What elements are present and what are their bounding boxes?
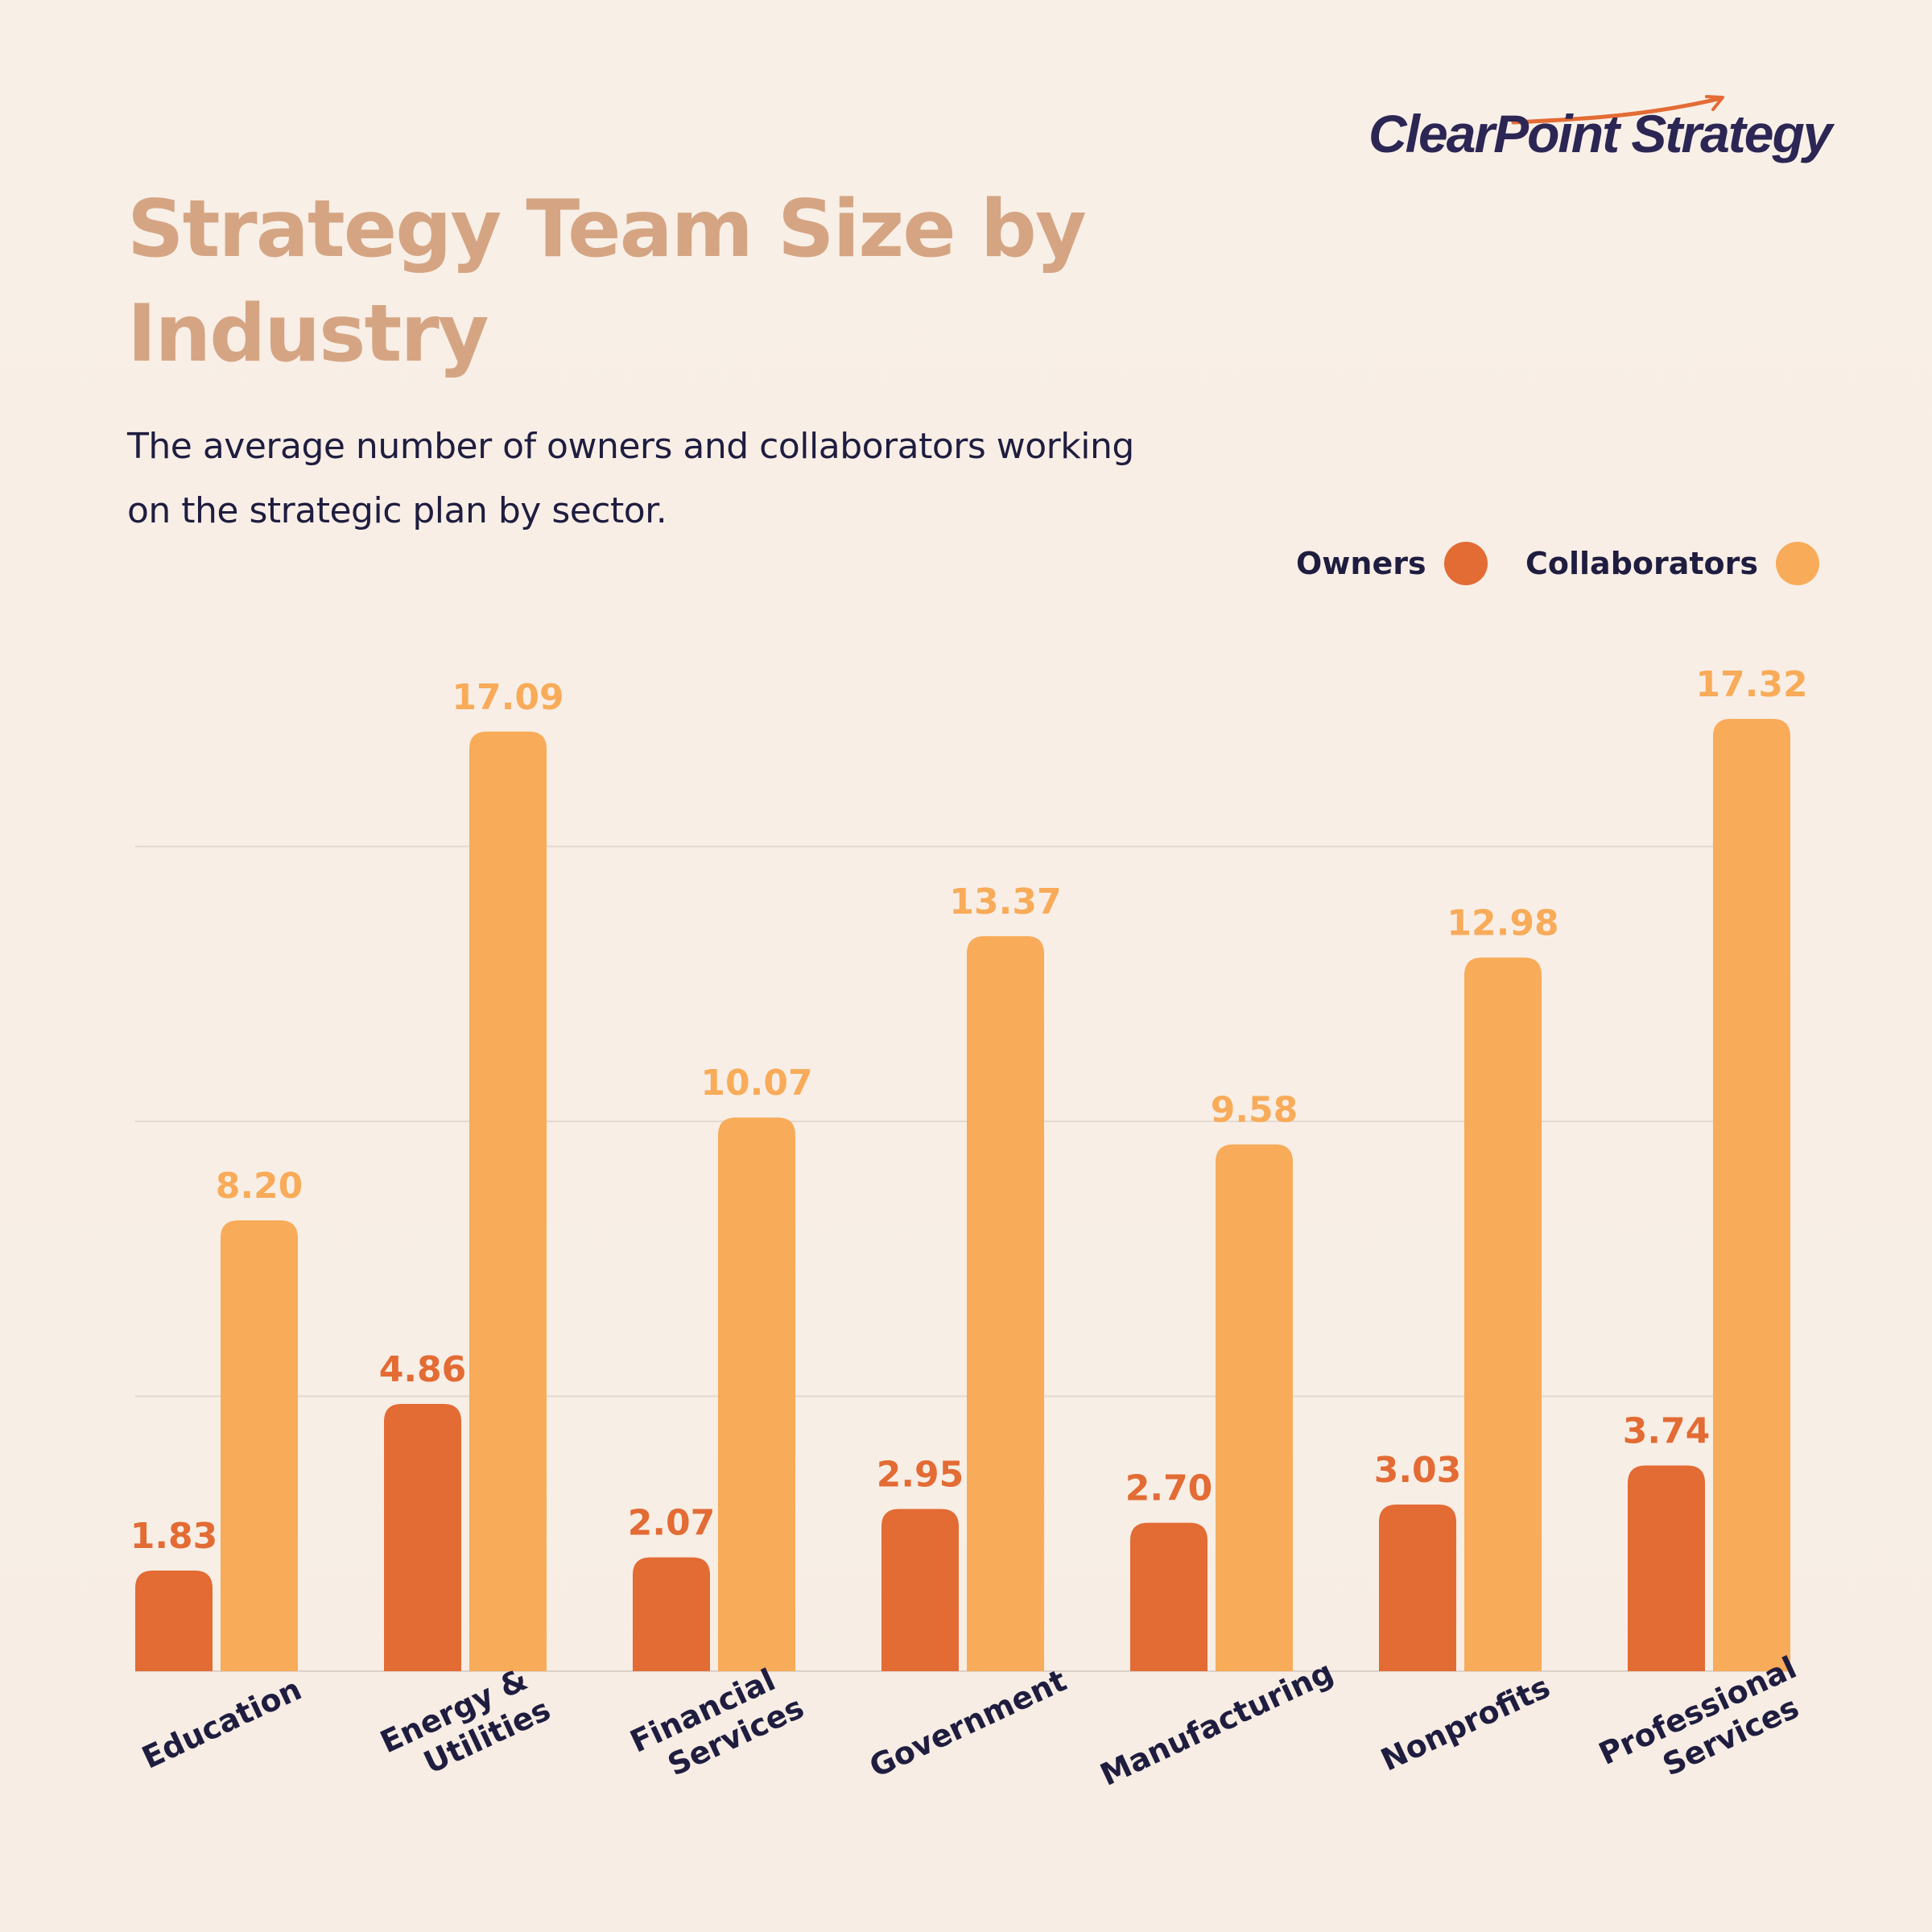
value-label-collaborators-1: 17.09 [452,677,564,718]
bar-owners-5 [1379,1505,1456,1671]
category-label-1: Energy &Utilities [375,1662,556,1781]
value-label-collaborators-0: 8.20 [216,1166,303,1207]
value-label-owners-5: 3.03 [1374,1450,1462,1491]
bar-collaborators-3 [967,935,1044,1671]
bar-collaborators-2 [718,1117,795,1671]
value-labels: 1.83 8.20 4.86 17.09 2.07 10.07 2.95 13.37 2.70 9… [130,664,1808,1557]
page-subtitle: The average number of owners and collabo… [127,426,1134,531]
legend-item-owners: Owners [1296,539,1488,588]
bar-collaborators-6 [1713,719,1790,1672]
category-label-line: Education [137,1671,307,1776]
bar-collaborators-5 [1464,957,1542,1671]
value-label-owners-4: 2.70 [1125,1468,1213,1509]
bar-owners-3 [881,1509,959,1671]
value-label-collaborators-4: 9.58 [1211,1090,1298,1131]
bar-collaborators-0 [221,1220,298,1671]
bar-owners-0 [135,1571,213,1671]
legend-swatch-owners-icon [1443,542,1488,585]
page-title: Strategy Team Size by Industry [127,184,1087,380]
value-label-owners-0: 1.83 [130,1516,218,1557]
category-labels: Education Energy &Utilities FinancialServi… [137,1649,1804,1793]
legend-label-owners: Owners [1296,546,1426,581]
category-label-line: Government [864,1662,1071,1785]
bar-collaborators-4 [1216,1144,1293,1671]
value-label-owners-2: 2.07 [628,1503,716,1544]
category-label-line: Manufacturing [1095,1654,1339,1793]
value-label-collaborators-3: 13.37 [949,881,1061,923]
legend-item-collaborators: Collaborators [1525,539,1820,588]
brand-name: ClearPoint Strategy [1368,104,1832,163]
value-label-owners-6: 3.74 [1623,1411,1711,1452]
brand-logo: ClearPoint Strategy [1368,95,1832,184]
category-label-line: Nonprofits [1376,1669,1555,1777]
bars [135,719,1790,1672]
category-label-5: Nonprofits [1376,1669,1555,1777]
value-label-owners-1: 4.86 [379,1349,467,1390]
category-label-3: Government [864,1662,1071,1785]
bar-owners-1 [384,1404,461,1671]
bar-owners-4 [1130,1522,1208,1671]
chart-legend: Owners Collaborators [1288,539,1820,588]
value-label-collaborators-6: 17.32 [1695,664,1807,705]
value-label-collaborators-2: 10.07 [700,1063,812,1104]
legend-swatch-collaborators-icon [1776,542,1820,585]
bar-collaborators-1 [469,731,547,1672]
bar-owners-6 [1628,1465,1705,1671]
legend-label-collaborators: Collaborators [1525,546,1759,581]
bar-owners-2 [633,1557,710,1671]
value-label-collaborators-5: 12.98 [1447,902,1558,943]
category-label-0: Education [137,1671,307,1776]
category-label-4: Manufacturing [1095,1654,1339,1793]
brand-swoosh-icon [1511,95,1724,125]
value-label-owners-3: 2.95 [877,1455,964,1496]
